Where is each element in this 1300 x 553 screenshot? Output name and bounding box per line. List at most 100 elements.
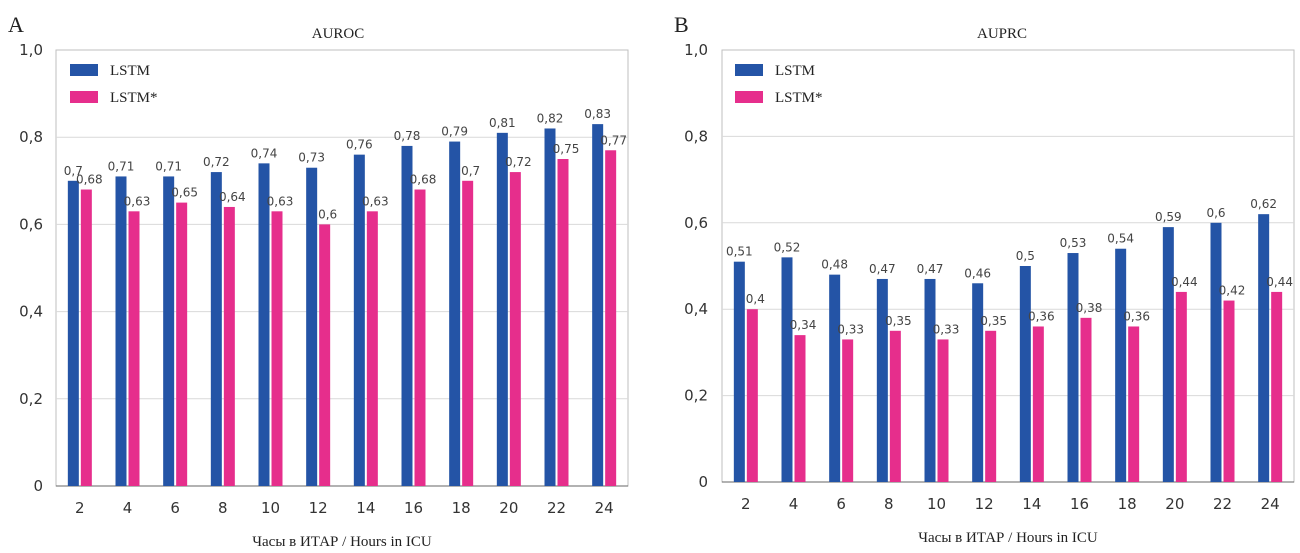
chart-panel-b: 00,20,40,60,81,00,510,420,520,3440,480,3… bbox=[674, 12, 1295, 546]
bar-lstm bbox=[829, 274, 841, 482]
x-tick-label: 16 bbox=[1070, 495, 1089, 513]
bar-lstm bbox=[972, 283, 984, 482]
data-label: 0,44 bbox=[1171, 275, 1198, 289]
y-tick-label: 0 bbox=[33, 477, 43, 495]
bar-lstm-star bbox=[80, 189, 92, 486]
y-tick-label: 1,0 bbox=[684, 41, 708, 59]
data-label: 0,59 bbox=[1155, 210, 1182, 224]
bar-lstm-star bbox=[1223, 300, 1235, 482]
bar-lstm bbox=[210, 172, 222, 486]
bar-lstm bbox=[781, 257, 793, 482]
bar-lstm-star bbox=[462, 180, 474, 487]
bar-lstm-star bbox=[1032, 326, 1044, 482]
data-label: 0,62 bbox=[1250, 197, 1277, 211]
data-label: 0,73 bbox=[298, 151, 325, 165]
data-label: 0,33 bbox=[933, 322, 960, 336]
bar-lstm-star bbox=[794, 335, 806, 482]
panel-letter: A bbox=[8, 12, 24, 37]
bar-lstm-star bbox=[223, 206, 235, 486]
legend-swatch bbox=[735, 64, 763, 76]
bar-lstm-star bbox=[414, 189, 426, 486]
bar-lstm-star bbox=[319, 224, 331, 486]
data-label: 0,44 bbox=[1266, 275, 1293, 289]
bar-lstm-star bbox=[889, 330, 901, 482]
x-axis-label: Часы в ИТАР / Hours in ICU bbox=[252, 534, 432, 550]
data-label: 0,33 bbox=[837, 322, 864, 336]
x-tick-label: 18 bbox=[452, 499, 471, 517]
data-label: 0,71 bbox=[155, 159, 182, 173]
x-tick-label: 12 bbox=[975, 495, 994, 513]
data-label: 0,76 bbox=[346, 138, 373, 152]
y-tick-label: 0,6 bbox=[19, 215, 43, 233]
data-label: 0,47 bbox=[869, 262, 896, 276]
x-tick-label: 18 bbox=[1118, 495, 1137, 513]
data-label: 0,81 bbox=[489, 116, 516, 130]
data-label: 0,47 bbox=[917, 262, 944, 276]
data-label: 0,79 bbox=[441, 125, 468, 139]
y-tick-label: 0,4 bbox=[19, 303, 43, 321]
bar-lstm bbox=[1115, 248, 1127, 482]
data-label: 0,52 bbox=[774, 240, 801, 254]
x-tick-label: 20 bbox=[499, 499, 518, 517]
data-label: 0,7 bbox=[461, 164, 480, 178]
data-label: 0,48 bbox=[821, 258, 848, 272]
data-label: 0,5 bbox=[1016, 249, 1035, 263]
data-label: 0,68 bbox=[410, 173, 437, 187]
bar-lstm-star bbox=[128, 211, 140, 486]
bar-lstm bbox=[876, 278, 888, 482]
x-tick-label: 12 bbox=[309, 499, 328, 517]
bar-lstm bbox=[1067, 253, 1079, 482]
data-label: 0,35 bbox=[885, 314, 912, 328]
bar-lstm bbox=[1162, 227, 1174, 482]
data-label: 0,7 bbox=[64, 164, 83, 178]
data-label: 0,6 bbox=[1206, 206, 1225, 220]
bar-lstm bbox=[115, 176, 127, 486]
bar-lstm-star bbox=[271, 211, 283, 486]
data-label: 0,64 bbox=[219, 190, 246, 204]
y-tick-label: 0,6 bbox=[684, 214, 708, 232]
plot-frame bbox=[721, 49, 1295, 483]
data-label: 0,72 bbox=[505, 155, 532, 169]
data-label: 0,38 bbox=[1076, 301, 1103, 315]
chart-panel-a: 00,20,40,60,81,00,70,6820,710,6340,710,6… bbox=[8, 12, 629, 550]
x-tick-label: 2 bbox=[75, 499, 85, 517]
data-label: 0,63 bbox=[124, 194, 151, 208]
data-label: 0,6 bbox=[318, 207, 337, 221]
chart-title: AUPRC bbox=[977, 26, 1027, 42]
x-tick-label: 4 bbox=[789, 495, 799, 513]
legend-label: LSTM bbox=[775, 63, 815, 79]
data-label: 0,83 bbox=[584, 107, 611, 121]
y-tick-label: 0,4 bbox=[684, 300, 708, 318]
x-tick-label: 22 bbox=[1213, 495, 1232, 513]
legend-swatch bbox=[70, 64, 98, 76]
x-tick-label: 16 bbox=[404, 499, 423, 517]
x-tick-label: 8 bbox=[218, 499, 228, 517]
x-tick-label: 2 bbox=[741, 495, 751, 513]
bar-lstm bbox=[1019, 266, 1031, 482]
bar-lstm bbox=[67, 180, 79, 487]
data-label: 0,35 bbox=[980, 314, 1007, 328]
data-label: 0,78 bbox=[394, 129, 421, 143]
legend-swatch bbox=[70, 91, 98, 103]
bar-lstm-star bbox=[1080, 317, 1092, 482]
panel-letter: B bbox=[674, 12, 689, 37]
x-tick-label: 20 bbox=[1165, 495, 1184, 513]
legend-swatch bbox=[735, 91, 763, 103]
bar-lstm bbox=[924, 278, 936, 482]
bar-lstm bbox=[1258, 214, 1270, 482]
bar-lstm bbox=[1210, 222, 1222, 483]
data-label: 0,63 bbox=[362, 194, 389, 208]
bar-lstm bbox=[496, 132, 508, 486]
bar-lstm bbox=[353, 154, 365, 486]
bar-lstm-star bbox=[557, 159, 569, 486]
x-tick-label: 4 bbox=[123, 499, 133, 517]
bar-lstm bbox=[163, 176, 175, 486]
data-label: 0,51 bbox=[726, 245, 753, 259]
legend-label: LSTM bbox=[110, 63, 150, 79]
data-label: 0,46 bbox=[964, 266, 991, 280]
y-tick-label: 1,0 bbox=[19, 41, 43, 59]
data-label: 0,34 bbox=[790, 318, 817, 332]
bar-lstm-star bbox=[605, 150, 617, 486]
data-label: 0,63 bbox=[267, 194, 294, 208]
legend-label: LSTM* bbox=[775, 90, 823, 106]
